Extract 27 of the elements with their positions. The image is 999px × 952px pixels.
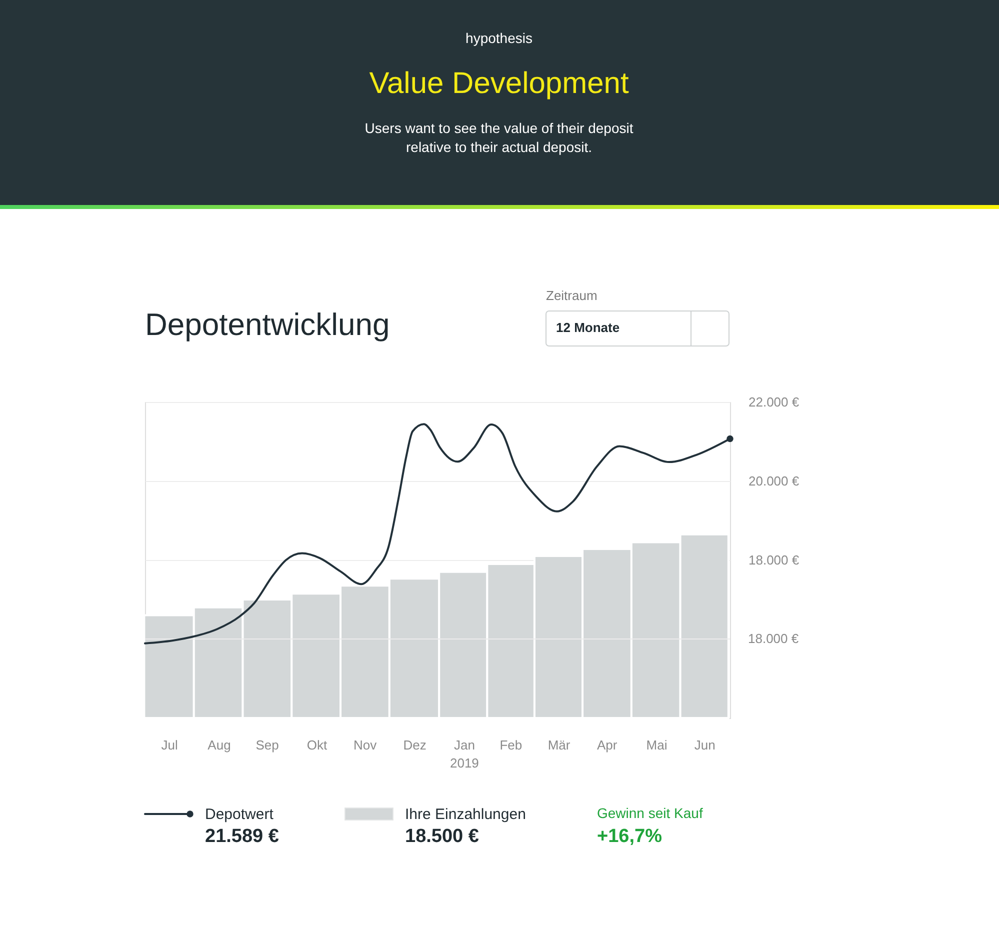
- x-tick-label: Mär: [548, 738, 571, 752]
- text: Zeitraum: [546, 288, 598, 303]
- x-tick-label: Nov: [354, 738, 378, 752]
- chart-title: Depotentwicklung: [145, 307, 390, 342]
- x-tick-label: Feb: [500, 738, 522, 752]
- x-tick-label: Okt: [306, 738, 328, 752]
- text: 21.589 €: [205, 826, 280, 847]
- y-tick-label: 18.000 €: [748, 552, 800, 568]
- text: +16,7%: [597, 826, 662, 847]
- text: Gewinn seit Kauf: [597, 805, 703, 821]
- x-tick-label: Mai: [646, 738, 668, 752]
- x-tick-label: Jul: [161, 738, 178, 752]
- x-tick-label: Jan 2019: [450, 738, 479, 770]
- text: 12 Monate: [556, 320, 620, 335]
- x-tick-label: Dez: [403, 738, 426, 752]
- x-tick-label: Apr: [596, 738, 618, 752]
- y-tick-label: 22.000 €: [748, 394, 800, 410]
- text: hypothesis: [466, 30, 532, 46]
- text: 18.500 €: [405, 826, 480, 847]
- legend-label: Depotwert: [205, 806, 274, 823]
- x-tick-label: Jun: [694, 738, 716, 752]
- x-tick-label: Aug: [208, 738, 231, 752]
- x-tick-label: Sep: [256, 738, 279, 752]
- legend-label: Ihre Einzahlungen: [405, 806, 526, 823]
- y-tick-label: 20.000 €: [748, 474, 800, 488]
- text: Users want to see the value of their deposit relative to their actual deposit.: [364, 120, 634, 155]
- text: Value Development: [369, 67, 630, 100]
